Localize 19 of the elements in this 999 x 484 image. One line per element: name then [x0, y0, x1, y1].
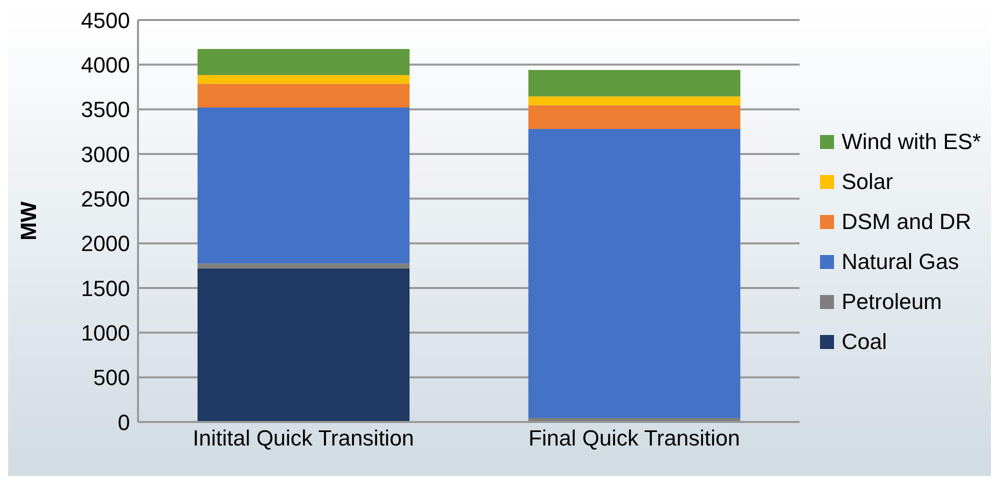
x-tick-label: Final Quick Transition [528, 426, 740, 451]
y-tick-label: 3000 [81, 142, 130, 167]
y-tick-label: 4000 [81, 52, 130, 78]
legend-label: Solar [842, 169, 893, 195]
y-tick-label: 4500 [81, 8, 130, 33]
legend-label: Wind with ES* [842, 129, 981, 155]
y-tick-label: 500 [93, 365, 130, 390]
legend-label: Coal [842, 329, 887, 355]
x-tick-label: Initital Quick Transition [192, 426, 414, 451]
legend-label: Petroleum [842, 289, 942, 315]
legend-label: DSM and DR [842, 209, 972, 235]
y-tick-label: 1500 [81, 276, 130, 301]
legend-label: Natural Gas [842, 249, 959, 275]
y-tick-label: 3500 [81, 97, 130, 122]
y-tick-label: 0 [118, 410, 130, 435]
y-tick-label: 2500 [81, 186, 130, 212]
y-tick-label: 1000 [81, 320, 130, 346]
y-axis-title: MW [16, 201, 41, 241]
y-tick-label: 2000 [81, 231, 130, 256]
